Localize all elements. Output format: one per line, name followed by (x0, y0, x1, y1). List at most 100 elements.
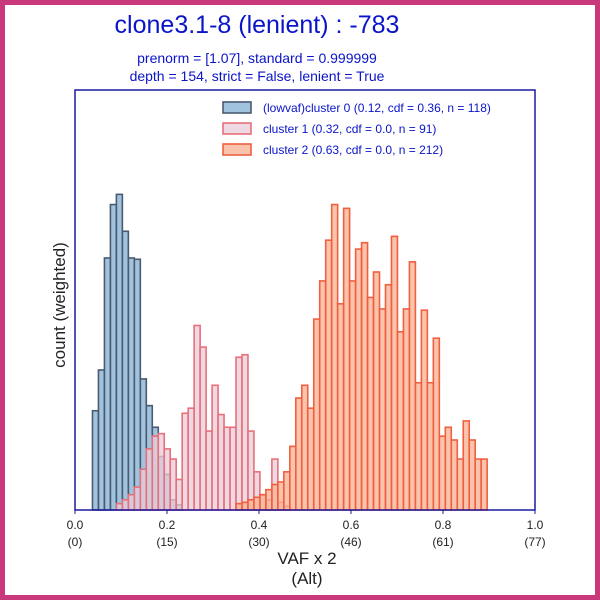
series-1-bar-13 (193, 324, 201, 511)
series-0-bar-0 (91, 409, 100, 511)
series-2-bar-23 (372, 271, 381, 511)
series-1-bar-8 (163, 448, 172, 511)
series-2-bar-11 (300, 384, 309, 511)
plot-area-border (74, 89, 536, 511)
series-2-bar-4 (259, 493, 267, 511)
legend: (lowvaf)cluster 0 (0.12, cdf = 0.36, n =… (222, 101, 491, 157)
series-1-bar-18 (223, 426, 231, 511)
series-1-bar-19 (229, 426, 237, 511)
series-1-bar-14 (199, 346, 207, 511)
x-tick-label-1: 0.2 (159, 518, 176, 532)
y-axis-label: count (weighted) (50, 242, 69, 368)
series-1-bar-11 (181, 412, 189, 511)
series-2-bar-13 (312, 318, 321, 511)
series-0-bar-3 (109, 203, 118, 511)
x-tick-sublabel-0: (0) (68, 535, 83, 549)
series-1-bar-5 (145, 448, 154, 511)
histogram-bars (91, 193, 488, 511)
series-2-bar-35 (444, 426, 453, 511)
series-1-bar-10 (175, 478, 183, 511)
series-0-bar-5 (121, 230, 130, 511)
series-2-bar-24 (378, 308, 387, 511)
series-1-bar-16 (211, 384, 219, 511)
series-2-bar-19 (348, 280, 357, 511)
series-2-bar-34 (438, 435, 447, 511)
chart-title: clone3.1-8 (lenient) : -783 (115, 11, 400, 39)
series-2-bar-41 (480, 458, 488, 511)
series-2-bar-26 (390, 235, 399, 511)
series-2-bar-27 (396, 331, 405, 511)
x-tick-sublabel-3: (46) (340, 535, 361, 549)
series-2-bar-39 (468, 439, 477, 511)
series-2-bar-10 (294, 397, 303, 511)
x-tick-sublabel-1: (15) (156, 535, 177, 549)
series-1-bar-6 (151, 435, 160, 511)
series-1-bar-20 (235, 356, 243, 511)
series-1-bar-21 (241, 353, 249, 511)
series-2-bar-38 (462, 420, 471, 511)
series-1-bar-17 (217, 413, 225, 511)
series-1-bar-7 (157, 432, 166, 511)
series-2-bar-22 (366, 296, 375, 511)
x-axis-label: VAF x 2 (277, 549, 336, 568)
x-axis-sublabel: (Alt) (291, 569, 322, 588)
series-2-bar-29 (408, 261, 417, 511)
legend-label-2: cluster 2 (0.63, cdf = 0.0, n = 212) (263, 143, 443, 157)
series-2-bar-20 (354, 248, 363, 511)
series-2-bar-28 (402, 308, 411, 511)
series-2-bar-0 (235, 502, 243, 511)
series-2-bar-30 (414, 381, 423, 511)
chart: clone3.1-8 (lenient) : -783 prenorm = [1… (50, 11, 546, 588)
series-1-bar-22 (247, 430, 255, 511)
series-2-bar-15 (324, 239, 333, 511)
series-1-bar-3 (133, 486, 142, 511)
x-tick-label-5: 1.0 (527, 518, 544, 532)
legend-label-1: cluster 1 (0.32, cdf = 0.0, n = 91) (263, 122, 436, 136)
chart-subtitle-line-1: prenorm = [1.07], standard = 0.999999 (137, 50, 377, 66)
series-1-bar-12 (187, 407, 195, 511)
x-tick-sublabel-5: (77) (524, 535, 545, 549)
x-tick-label-4: 0.8 (435, 518, 452, 532)
x-tick-sublabel-4: (61) (432, 535, 453, 549)
series-1-bar-0 (115, 502, 124, 511)
series-0-bar-6 (127, 257, 136, 511)
legend-swatch-1 (222, 122, 252, 135)
series-2-bar-1 (241, 501, 249, 511)
x-tick-label-3: 0.6 (343, 518, 360, 532)
series-0-bar-1 (97, 369, 106, 511)
series-2-bar-31 (420, 309, 429, 511)
series-2-bar-7 (277, 481, 285, 511)
series-2-bar-14 (318, 280, 327, 511)
series-2-bar-9 (289, 445, 297, 511)
legend-swatch-2 (222, 143, 252, 156)
legend-swatch-0 (222, 101, 252, 114)
series-2-bar-16 (330, 203, 339, 511)
series-1-bar-1 (121, 499, 130, 511)
series-2-bar-36 (450, 439, 459, 511)
series-1-bar-2 (127, 493, 136, 511)
series-2-bar-40 (474, 458, 482, 511)
x-tick-label-0: 0.0 (67, 518, 84, 532)
series-2-bar-18 (342, 207, 351, 511)
series-2-bar-37 (456, 458, 465, 511)
series-1-bar-9 (169, 458, 178, 511)
series-1-bar-4 (139, 468, 148, 511)
series-2-bar-33 (432, 337, 441, 511)
series-2-bar-2 (247, 499, 255, 511)
figure-frame: clone3.1-8 (lenient) : -783 prenorm = [1… (5, 5, 595, 595)
series-2-bar-6 (271, 483, 279, 511)
series-2-bar-25 (384, 283, 393, 511)
series-2-bar-12 (306, 407, 315, 511)
series-2-bar-5 (265, 488, 273, 511)
series-2-bar-3 (253, 496, 261, 511)
x-axis-ticks: 0.0 (0) 0.2 (15) 0.4 (30) 0.6 (46) 0.8 (61) 1.0 (77… (67, 510, 546, 549)
x-tick-sublabel-2: (30) (248, 535, 269, 549)
series-0-bar-4 (115, 193, 124, 511)
series-0-bar-2 (103, 257, 112, 511)
chart-subtitle-line-2: depth = 154, strict = False, lenient = T… (130, 68, 385, 84)
series-1-bar-15 (205, 430, 213, 511)
series-0-bar-7 (133, 258, 142, 511)
series-2-bar-17 (336, 303, 345, 511)
legend-label-0: (lowvaf)cluster 0 (0.12, cdf = 0.36, n =… (263, 101, 491, 115)
series-2-bar-8 (283, 471, 291, 511)
